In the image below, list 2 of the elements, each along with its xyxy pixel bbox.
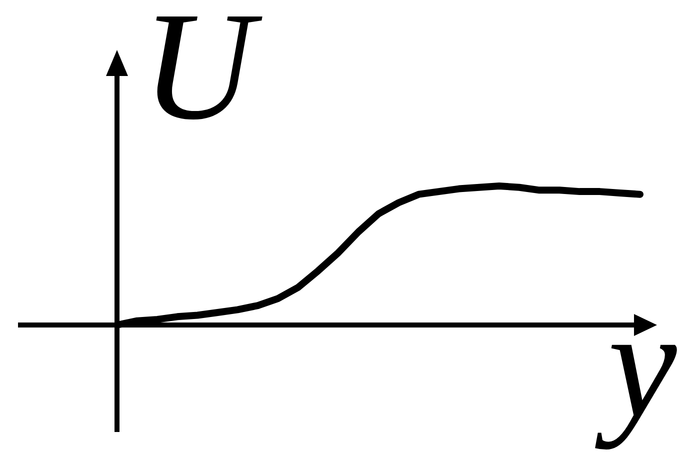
x-axis-title: y xyxy=(595,278,677,450)
y-axis-title: U xyxy=(142,0,263,152)
